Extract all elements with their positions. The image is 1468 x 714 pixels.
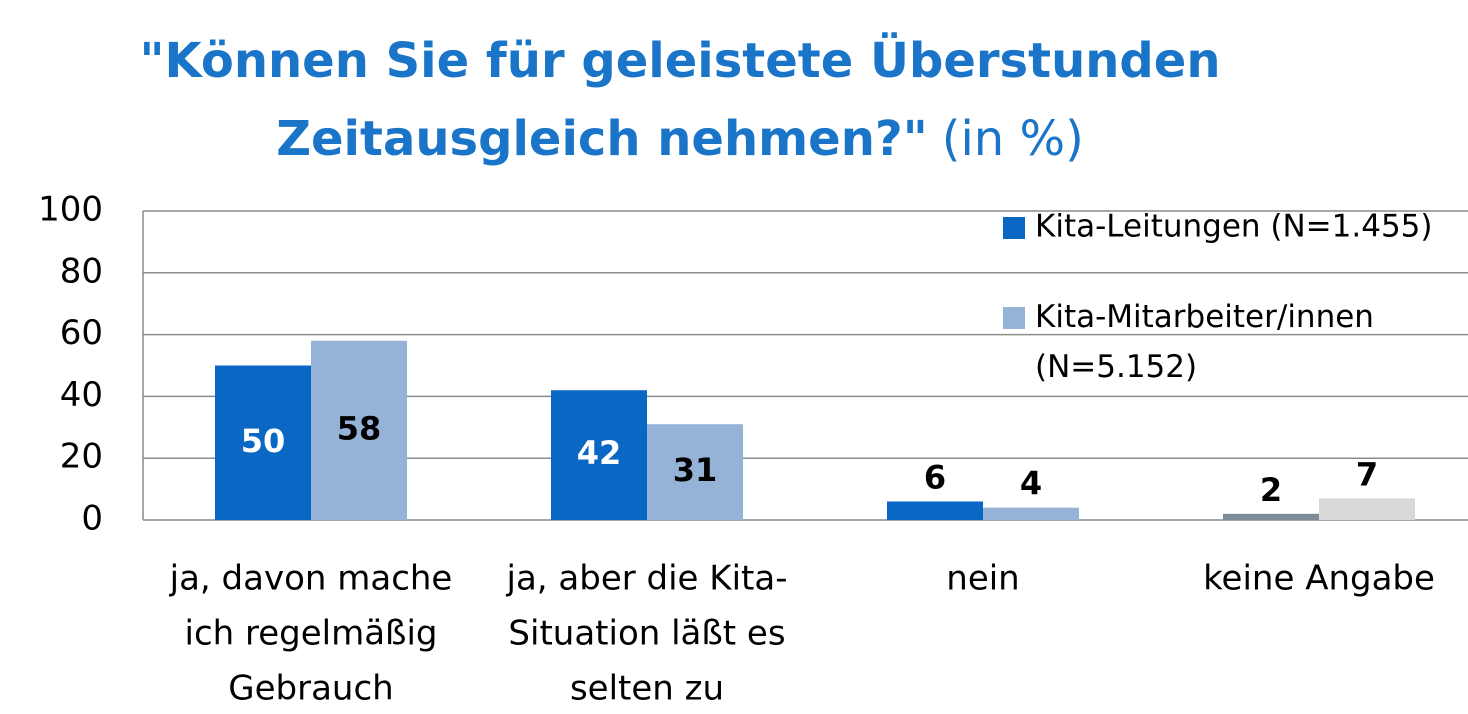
x-tick-label: Situation läßt es	[508, 614, 785, 654]
chart-title: "Können Sie für geleistete Überstunden	[139, 32, 1220, 89]
y-tick-label: 80	[60, 251, 103, 291]
bar	[1319, 498, 1415, 520]
y-tick-label: 60	[60, 313, 103, 353]
x-tick-label: keine Angabe	[1203, 559, 1435, 599]
x-tick-label: ja, davon mache	[169, 559, 453, 599]
data-label: 6	[924, 458, 946, 496]
data-label: 31	[673, 451, 718, 489]
bar	[887, 501, 983, 520]
legend-swatch	[1003, 307, 1025, 329]
y-tick-label: 0	[81, 499, 103, 539]
x-tick-label: selten zu	[570, 669, 724, 709]
legend-label: Kita-Mitarbeiter/innen (N=5.152)	[1035, 299, 1374, 385]
data-label: 42	[577, 434, 622, 472]
chart-title: Zeitausgleich nehmen?"	[276, 111, 928, 167]
chart-subtitle: (in %)	[942, 111, 1084, 167]
legend-label: Kita-Leitungen (N=1.455)	[1035, 209, 1433, 245]
y-tick-label: 100	[38, 190, 103, 230]
bar	[215, 365, 311, 520]
data-label: 50	[241, 422, 286, 460]
x-tick-label: nein	[946, 559, 1019, 599]
bar	[551, 390, 647, 520]
y-tick-label: 20	[60, 437, 103, 477]
bar	[311, 340, 407, 520]
legend-swatch	[1003, 217, 1025, 239]
data-label: 58	[337, 409, 382, 447]
x-tick-label: ich regelmäßig	[185, 614, 438, 654]
bar	[983, 507, 1079, 520]
data-label: 2	[1260, 471, 1282, 509]
data-label: 7	[1356, 455, 1378, 493]
bar	[1223, 513, 1319, 520]
x-tick-label: Gebrauch	[228, 669, 393, 709]
data-label: 4	[1020, 465, 1042, 503]
y-tick-label: 40	[60, 375, 103, 415]
x-tick-label: ja, aber die Kita-	[506, 559, 788, 599]
bar	[647, 424, 743, 520]
